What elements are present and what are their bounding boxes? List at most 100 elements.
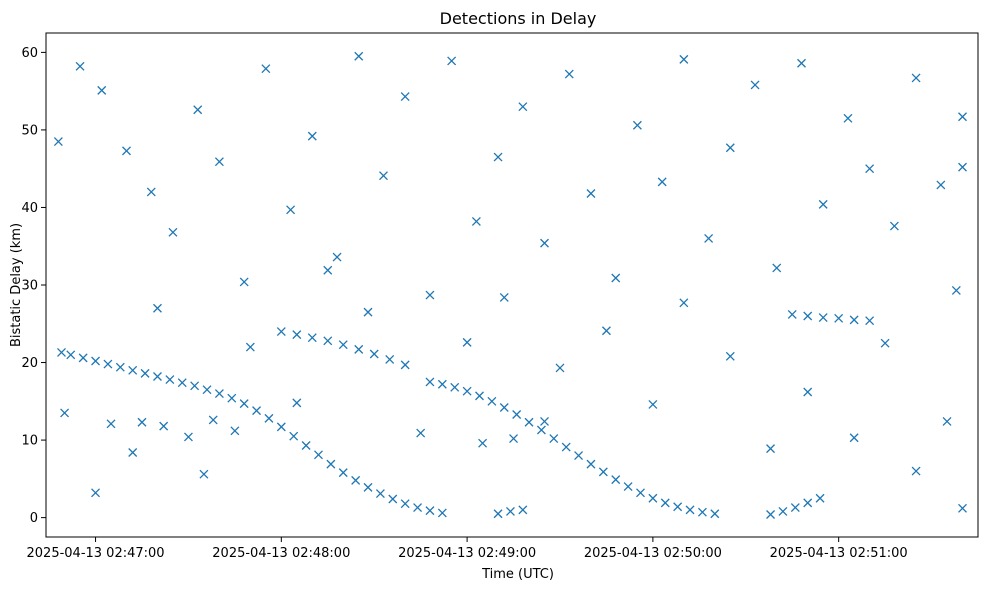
data-point <box>462 386 472 396</box>
data-point <box>177 378 187 388</box>
y-axis: 0 10 20 30 40 50 60 <box>21 46 46 526</box>
data-point <box>354 51 364 61</box>
data-point <box>97 85 107 95</box>
data-point <box>338 468 348 478</box>
data-point <box>518 102 528 112</box>
data-point <box>475 391 484 401</box>
data-point <box>307 131 317 141</box>
data-point <box>60 408 70 418</box>
data-point <box>462 337 472 347</box>
data-point <box>766 510 776 519</box>
data-point <box>165 375 175 385</box>
data-point <box>128 448 138 457</box>
y-tick-label: 0 <box>30 511 38 526</box>
data-point <box>301 441 311 450</box>
data-point <box>499 292 509 302</box>
data-point <box>323 265 333 275</box>
data-point <box>338 340 348 350</box>
data-point <box>512 410 522 419</box>
data-point <box>725 351 735 361</box>
y-axis-label: Bistatic Delay (km) <box>9 223 24 347</box>
data-point <box>190 381 200 391</box>
data-point <box>697 507 707 517</box>
data-point <box>766 444 776 454</box>
data-point <box>314 450 323 460</box>
x-tick-label: 2025-04-13 02:47:00 <box>27 546 165 561</box>
data-point <box>657 177 667 187</box>
data-point <box>493 152 503 162</box>
data-point <box>815 493 825 503</box>
data-point <box>797 58 806 68</box>
data-point <box>958 112 967 122</box>
data-point <box>942 417 952 426</box>
data-point <box>803 387 813 397</box>
data-point <box>202 385 212 395</box>
data-point <box>168 227 178 237</box>
data-point <box>598 467 608 477</box>
data-point <box>425 290 435 300</box>
data-point <box>363 482 373 492</box>
data-point <box>159 421 169 431</box>
data-point <box>193 105 203 115</box>
data-point <box>354 344 364 354</box>
data-point <box>245 342 255 352</box>
data-point <box>958 162 967 172</box>
x-tick-label: 2025-04-13 02:51:00 <box>770 546 908 561</box>
data-point <box>106 419 116 429</box>
data-point <box>128 365 138 375</box>
data-point <box>660 498 670 508</box>
data-point <box>400 499 410 509</box>
data-point <box>425 377 435 387</box>
data-point <box>478 438 488 448</box>
data-point <box>889 221 899 231</box>
data-point <box>843 113 853 123</box>
x-tick-label: 2025-04-13 02:50:00 <box>584 546 722 561</box>
data-point <box>351 475 361 485</box>
data-point <box>292 398 302 408</box>
data-point <box>865 164 875 174</box>
data-point <box>561 442 571 452</box>
data-point <box>493 509 503 519</box>
data-point <box>140 368 150 378</box>
data-point <box>834 313 844 323</box>
data-point <box>803 311 813 321</box>
data-point <box>252 406 262 416</box>
plot-background <box>46 33 989 537</box>
data-point <box>540 417 549 426</box>
data-point <box>601 326 611 336</box>
data-point <box>416 428 426 438</box>
data-point <box>264 413 274 423</box>
data-point <box>326 459 336 469</box>
data-point <box>958 503 967 513</box>
data-point <box>332 252 342 262</box>
data-point <box>450 382 460 392</box>
data-point <box>685 505 695 515</box>
data-point <box>772 263 782 273</box>
data-point <box>91 488 101 498</box>
data-point <box>487 396 497 406</box>
data-points <box>53 51 967 519</box>
data-point <box>400 360 410 370</box>
data-point <box>57 347 66 357</box>
data-point <box>790 503 800 512</box>
data-point <box>276 327 286 336</box>
x-tick-label: 2025-04-13 02:48:00 <box>212 546 350 561</box>
data-point <box>447 56 457 66</box>
y-tick-label: 50 <box>21 123 38 138</box>
data-point <box>880 338 890 348</box>
data-point <box>710 509 720 519</box>
data-point <box>103 359 113 369</box>
data-point <box>911 73 921 83</box>
x-tick-label: 2025-04-13 02:49:00 <box>398 546 536 561</box>
data-point <box>375 489 385 499</box>
data-point <box>363 307 373 317</box>
data-point <box>307 333 317 343</box>
data-point <box>369 349 379 359</box>
data-point <box>704 234 714 243</box>
data-point <box>632 120 642 130</box>
data-point <box>122 146 131 156</box>
data-point <box>865 316 875 326</box>
data-point <box>725 143 735 153</box>
y-tick-label: 20 <box>21 356 38 371</box>
